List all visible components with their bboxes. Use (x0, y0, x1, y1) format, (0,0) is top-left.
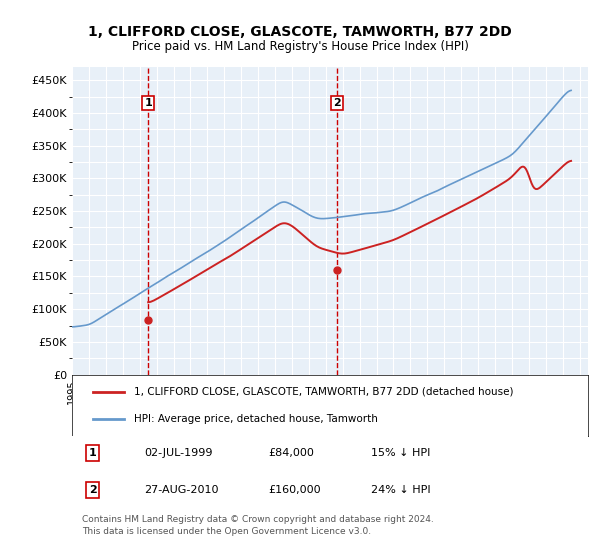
Text: 1, CLIFFORD CLOSE, GLASCOTE, TAMWORTH, B77 2DD (detached house): 1, CLIFFORD CLOSE, GLASCOTE, TAMWORTH, B… (134, 387, 514, 397)
Text: 24% ↓ HPI: 24% ↓ HPI (371, 485, 431, 495)
Text: 15% ↓ HPI: 15% ↓ HPI (371, 448, 431, 458)
Text: HPI: Average price, detached house, Tamworth: HPI: Average price, detached house, Tamw… (134, 414, 378, 424)
Text: 2: 2 (333, 98, 341, 108)
Text: 02-JUL-1999: 02-JUL-1999 (144, 448, 213, 458)
Text: Price paid vs. HM Land Registry's House Price Index (HPI): Price paid vs. HM Land Registry's House … (131, 40, 469, 53)
Text: 2: 2 (89, 485, 97, 495)
Text: 27-AUG-2010: 27-AUG-2010 (144, 485, 219, 495)
Text: £84,000: £84,000 (268, 448, 314, 458)
Text: 1: 1 (89, 448, 97, 458)
Text: £160,000: £160,000 (268, 485, 321, 495)
Text: 1: 1 (144, 98, 152, 108)
Text: 1, CLIFFORD CLOSE, GLASCOTE, TAMWORTH, B77 2DD: 1, CLIFFORD CLOSE, GLASCOTE, TAMWORTH, B… (88, 25, 512, 39)
Text: Contains HM Land Registry data © Crown copyright and database right 2024.
This d: Contains HM Land Registry data © Crown c… (82, 515, 434, 536)
